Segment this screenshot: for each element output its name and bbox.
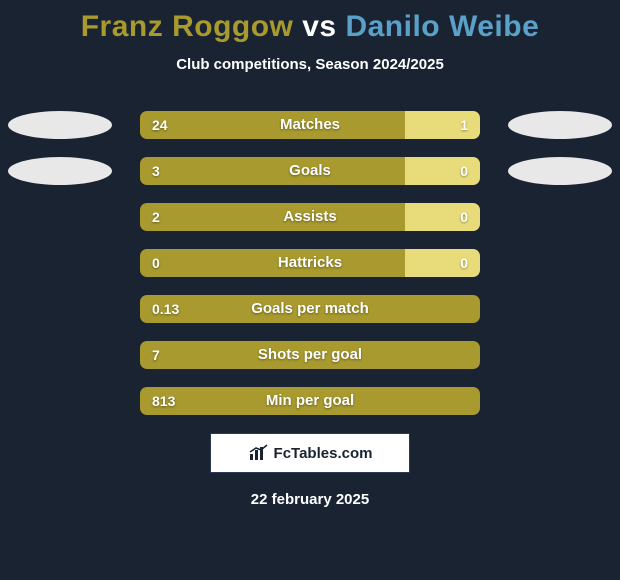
brand-footer: FcTables.com: [210, 433, 410, 473]
bar-left-segment: [140, 157, 405, 185]
date-text: 22 february 2025: [0, 491, 620, 508]
stat-bar: [140, 249, 480, 277]
player-badge-right: [508, 157, 612, 185]
bar-left-segment: [140, 111, 405, 139]
stat-row: 30Goals: [140, 157, 480, 185]
vs-text: vs: [302, 10, 336, 43]
stat-row: 00Hattricks: [140, 249, 480, 277]
bar-left-segment: [140, 387, 480, 415]
comparison-title: Franz Roggow vs Danilo Weibe: [0, 0, 620, 44]
stat-row: 7Shots per goal: [140, 341, 480, 369]
player-badge-left: [8, 157, 112, 185]
bar-right-segment: [405, 203, 480, 231]
stat-bar: [140, 111, 480, 139]
player-badge-left: [8, 111, 112, 139]
bar-right-segment: [405, 249, 480, 277]
brand-text: FcTables.com: [274, 445, 373, 462]
bar-left-segment: [140, 341, 480, 369]
player-badge-right: [508, 111, 612, 139]
bar-left-segment: [140, 249, 405, 277]
bar-left-segment: [140, 203, 405, 231]
stat-row: 20Assists: [140, 203, 480, 231]
stat-row: 813Min per goal: [140, 387, 480, 415]
stat-row: 0.13Goals per match: [140, 295, 480, 323]
chart-icon: [248, 444, 270, 462]
stat-rows: 241Matches 30Goals 20Assists 00Hattricks 0.1…: [0, 111, 620, 415]
bar-left-segment: [140, 295, 480, 323]
stat-bar: [140, 157, 480, 185]
stat-bar: [140, 341, 480, 369]
stat-bar: [140, 387, 480, 415]
bar-right-segment: [405, 111, 480, 139]
subtitle: Club competitions, Season 2024/2025: [0, 56, 620, 73]
stat-bar: [140, 295, 480, 323]
stat-row: 241Matches: [140, 111, 480, 139]
player2-name: Danilo Weibe: [345, 10, 539, 43]
player1-name: Franz Roggow: [81, 10, 294, 43]
stat-bar: [140, 203, 480, 231]
bar-right-segment: [405, 157, 480, 185]
